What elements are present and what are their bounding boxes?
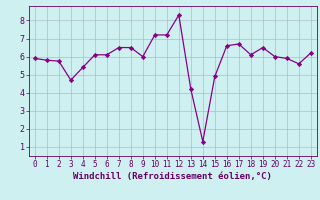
X-axis label: Windchill (Refroidissement éolien,°C): Windchill (Refroidissement éolien,°C) xyxy=(73,172,272,181)
